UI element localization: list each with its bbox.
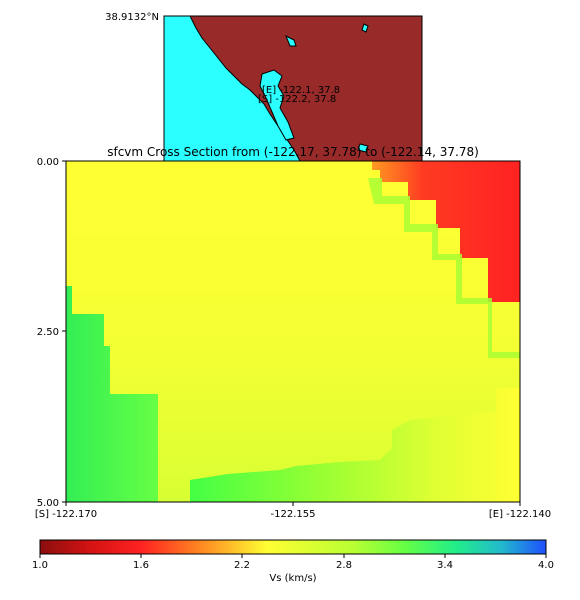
colorbar-label: Vs (km/s) [269, 573, 316, 584]
bay-inlet-3 [357, 143, 369, 153]
inset-map: 38.9132°N [E] -122.1, 37.8 [S] -122.2, 3… [105, 12, 423, 162]
colorbar-ticks [39, 554, 547, 558]
map-lat-label: 38.9132°N [105, 12, 159, 23]
colorbar-tick-3: 2.8 [336, 560, 352, 571]
y-tick-2: 5.00 [37, 498, 59, 509]
map-marker-start: [S] -122.2, 37.8 [258, 94, 336, 105]
bay-inlet [285, 34, 297, 47]
colorbar-tick-4: 3.4 [437, 560, 453, 571]
colorbar-gradient [39, 539, 547, 555]
y-tick-1: 2.50 [37, 327, 59, 338]
bottom-right-region [190, 388, 520, 502]
colorbar-tick-5: 4.0 [538, 560, 554, 571]
colorbar-tick-1: 1.6 [133, 560, 149, 571]
left-deep-region [66, 286, 158, 502]
bay-water [259, 69, 295, 141]
x-tick-1: -122.155 [271, 509, 316, 520]
y-tick-0: 0.00 [37, 157, 59, 168]
x-tick-0: [S] -122.170 [35, 509, 97, 520]
cross-section-plot [66, 161, 520, 502]
colorbar-tick-0: 1.0 [32, 560, 48, 571]
x-tick-2: [E] -122.140 [489, 509, 551, 520]
bay-inlet-2 [361, 23, 369, 33]
step-band [368, 178, 520, 358]
map-marker-end: [E] -122.1, 37.8 [262, 85, 340, 96]
colorbar-tick-2: 2.2 [234, 560, 250, 571]
axis-ticks [62, 160, 521, 506]
colorbar: 1.0 1.6 2.2 2.8 3.4 4.0 Vs (km/s) [32, 539, 554, 584]
chart-title: sfcvm Cross Section from (-122.17, 37.78… [107, 145, 479, 159]
